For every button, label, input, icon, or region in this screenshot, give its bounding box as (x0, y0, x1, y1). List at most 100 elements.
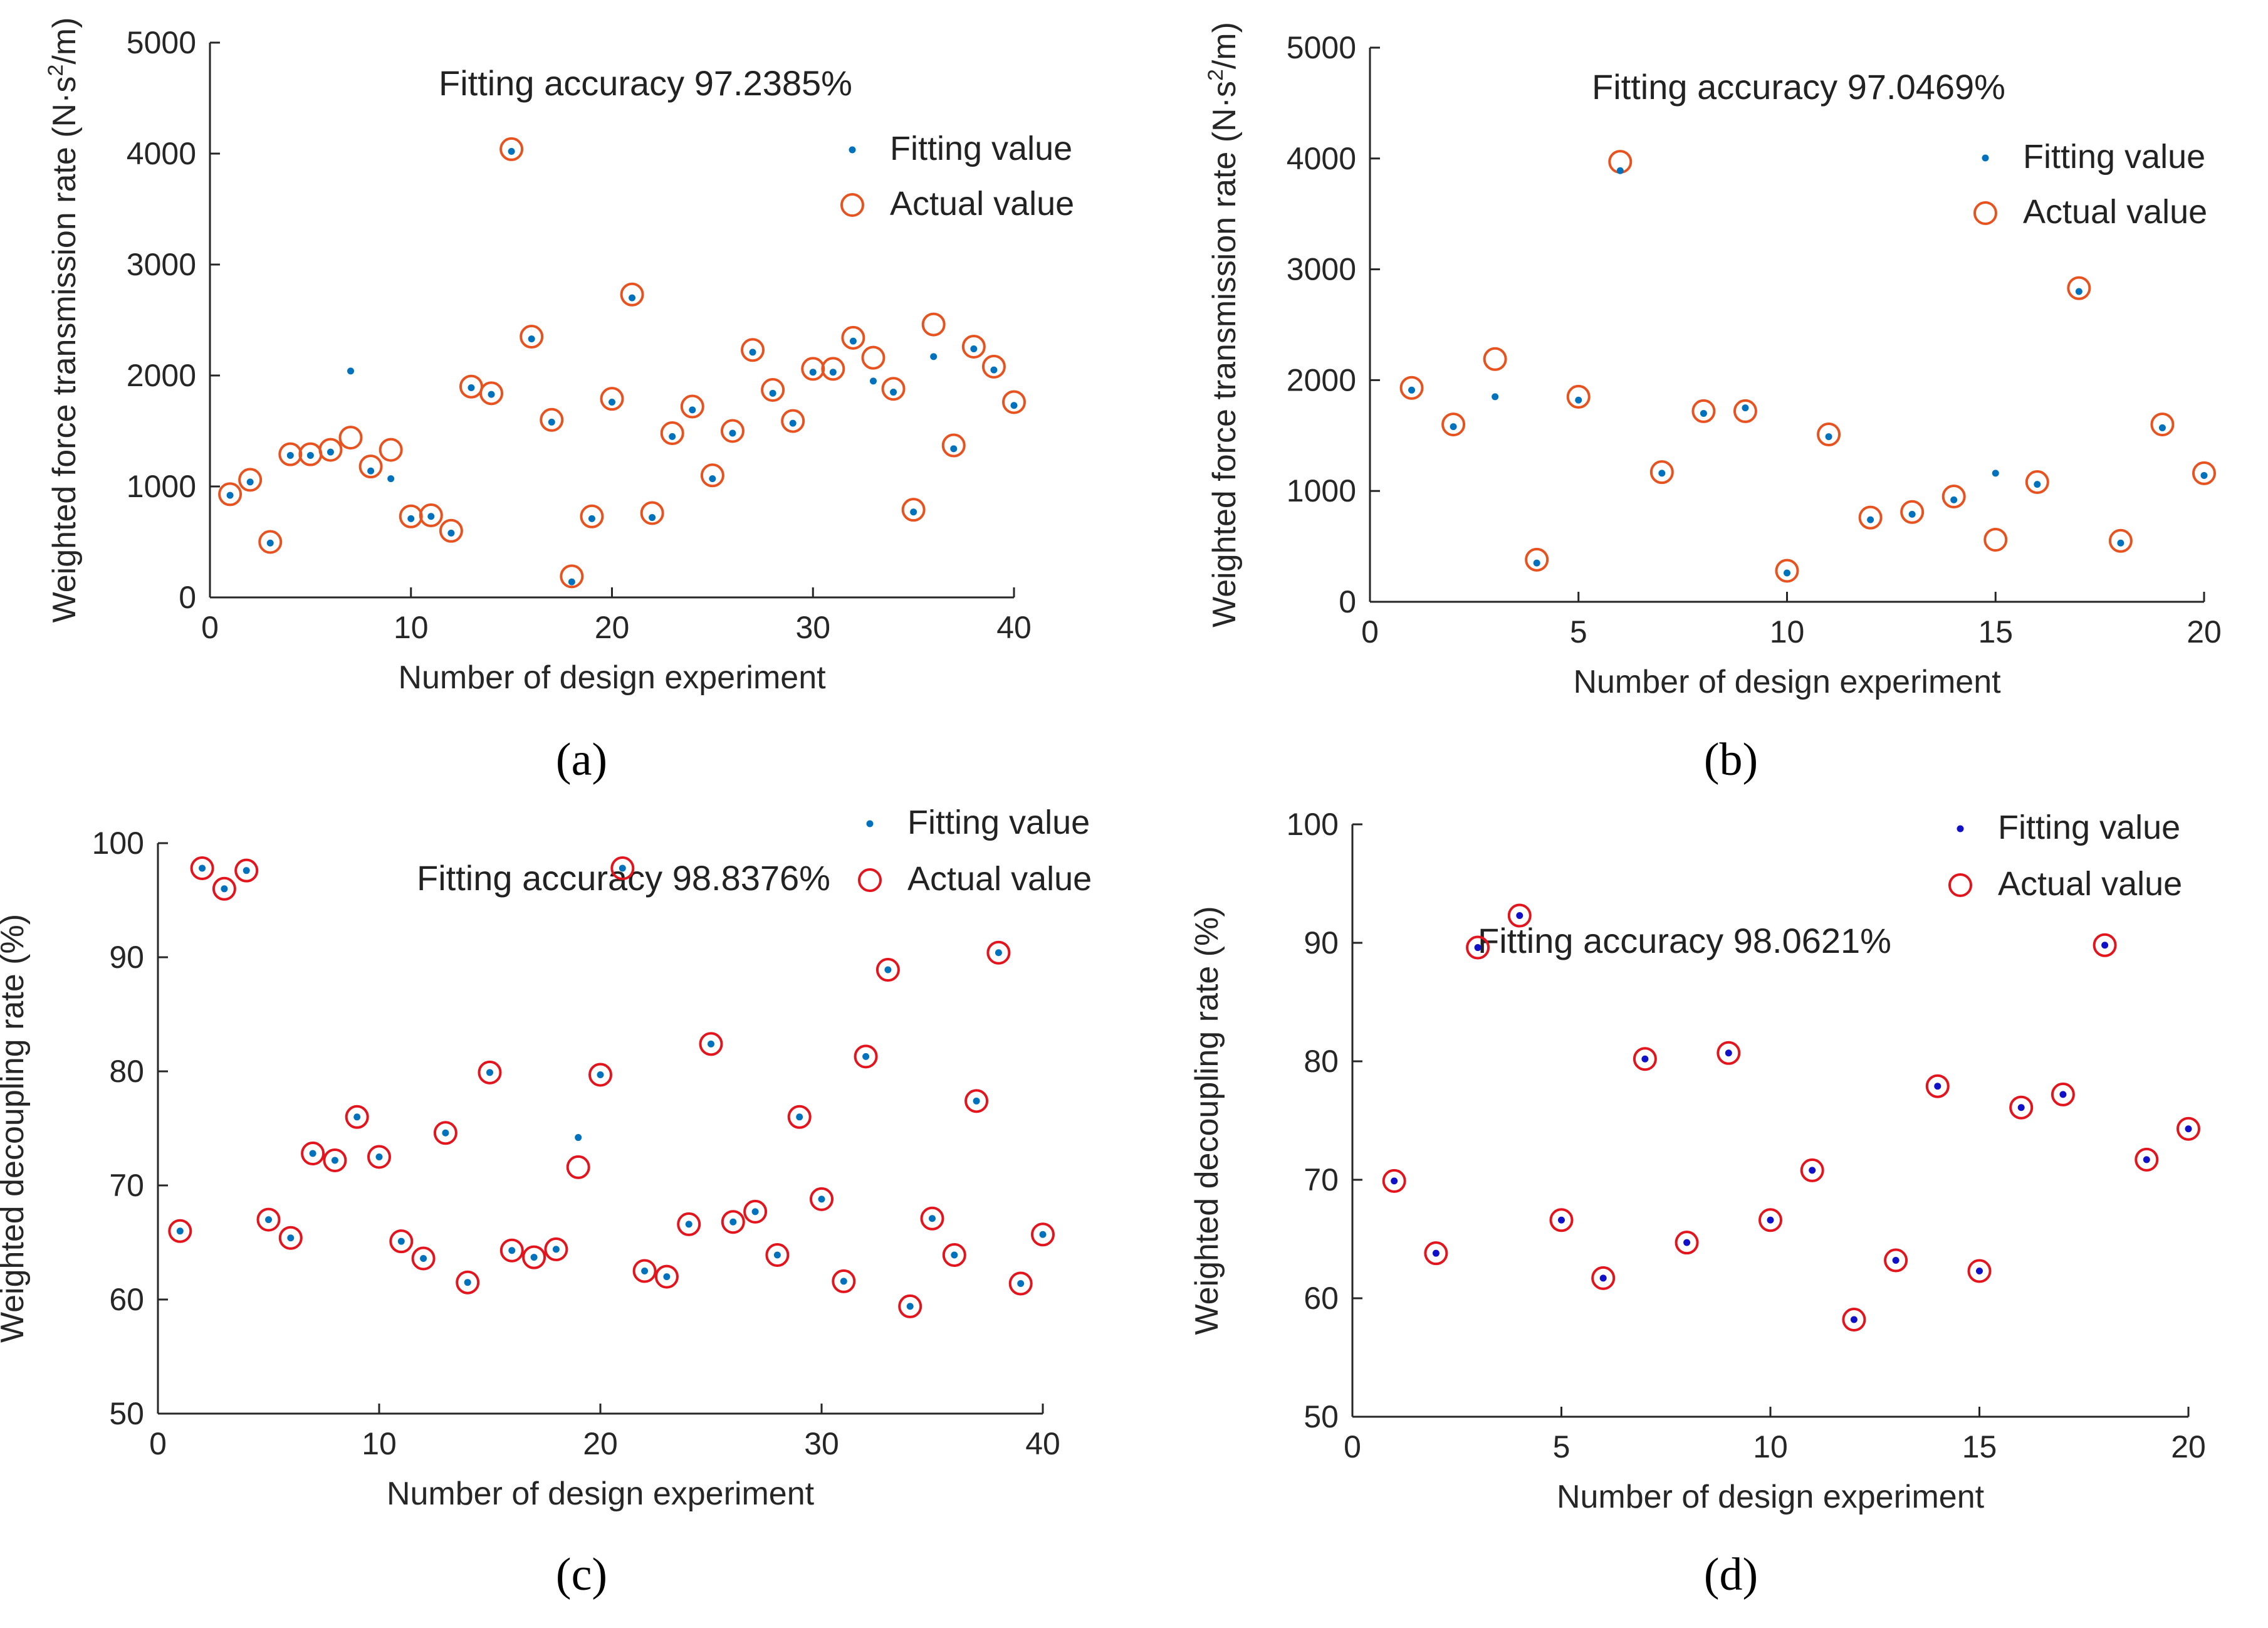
fitting-value-point (387, 475, 395, 483)
fitting-value-point (809, 369, 817, 376)
fitting-value-point (347, 367, 355, 375)
actual-value-point (1817, 423, 1841, 447)
fitting-value-point (306, 451, 314, 459)
x-tick-label: 40 (996, 610, 1032, 645)
fitting-value-point (1683, 1239, 1691, 1246)
actual-value-point (2150, 412, 2175, 437)
fitting-value-point (840, 1278, 847, 1285)
sublabel-c: (c) (555, 1549, 608, 1600)
legend-marker-fitting-value (849, 146, 856, 154)
fitting-value-point (930, 353, 938, 360)
actual-value-point (1758, 1208, 1782, 1232)
fitting-value-point (1641, 1055, 1649, 1063)
actual-value-point (1649, 460, 1674, 485)
fitting-value-point (309, 1150, 316, 1157)
fitting-value-point (990, 366, 998, 374)
fitting-value-point (286, 451, 294, 459)
actual-value-point (358, 454, 383, 479)
legend: Fitting value Actual value (858, 804, 1092, 898)
actual-value-point (680, 394, 704, 419)
fitting-value-point (862, 1053, 870, 1060)
actual-value-point (1983, 527, 2008, 552)
legend-label: Fitting value (907, 804, 1090, 841)
y-tick-label: 70 (109, 1168, 144, 1203)
y-axis-label: Weighted decoupling rate (%) (1189, 906, 1225, 1335)
legend-label: Fitting value (890, 130, 1072, 167)
y-axis-label-part: /m) (46, 18, 83, 65)
series-actual-value (1382, 903, 2200, 1332)
fitting-value-point (669, 433, 676, 440)
y-axis-label: Weighted decoupling rate (%) (0, 914, 31, 1343)
actual-value-point (964, 1089, 989, 1113)
actual-value-point (781, 409, 805, 433)
fitting-value-point (427, 513, 435, 520)
y-tick-label: 1000 (1287, 473, 1356, 508)
fitting-value-point (548, 418, 555, 426)
fitting-value-point (530, 1254, 538, 1261)
actual-value-point (1031, 1222, 1055, 1247)
actual-value-point (588, 1063, 612, 1087)
actual-value-point (190, 856, 214, 881)
actual-value-point (610, 856, 635, 881)
actual-value-point (168, 1219, 192, 1243)
sublabel-b: (b) (1703, 734, 1758, 785)
series-actual-value (168, 856, 1055, 1318)
actual-value-point (700, 463, 724, 488)
y-tick-label: 5000 (127, 25, 196, 60)
legend-label: Actual value (890, 185, 1074, 223)
actual-value-point (1441, 412, 1466, 437)
y-axis-label-superscript: 2 (1204, 69, 1228, 81)
fitting-value-point (818, 1195, 825, 1203)
x-tick-label: 5 (1553, 1429, 1570, 1464)
y-axis-label-part: Weighted force transmission rate (N·s (1206, 81, 1243, 628)
fitting-value-point (1725, 1049, 1732, 1057)
actual-value-point (580, 504, 604, 528)
legend: Fitting value Actual value (840, 130, 1074, 223)
fitting-value-point (910, 508, 917, 516)
actual-value-point (2025, 470, 2049, 495)
actual-value-point (761, 378, 785, 402)
fitting-value-point (2059, 1091, 2067, 1098)
fitting-value-point (1474, 944, 1482, 952)
x-tick-label: 20 (2187, 614, 2222, 649)
legend-label: Actual value (907, 860, 1092, 898)
x-tick-label: 5 (1570, 614, 1587, 649)
fitting-value-point (508, 147, 515, 155)
actual-value-point (1399, 375, 1424, 400)
y-tick-label: 0 (179, 580, 196, 615)
fitting-value-point (773, 1251, 781, 1259)
fitting-value-point (1700, 409, 1707, 417)
actual-value-point (632, 1259, 657, 1283)
y-tick-label: 70 (1304, 1162, 1339, 1197)
actual-value-point (1466, 935, 1490, 960)
fitting-value-point (375, 1153, 383, 1160)
fitting-value-point (1492, 393, 1499, 401)
y-tick-label: 1000 (127, 469, 196, 504)
actual-value-point (499, 137, 524, 161)
y-tick-label: 2000 (127, 358, 196, 393)
fitting-value-point (1616, 167, 1624, 174)
y-tick-label: 90 (1304, 925, 1339, 960)
actual-value-point (2067, 276, 2091, 300)
fitting-value-point (708, 1040, 714, 1048)
fitting-value-point (1599, 1274, 1607, 1282)
actual-value-point (1507, 903, 1532, 928)
y-axis-label-part: Weighted force transmission rate (N·s (46, 76, 83, 623)
chart-title: Fitting accuracy 97.0469% (1592, 67, 2005, 107)
actual-value-point (479, 381, 504, 406)
fitting-value-point (2158, 424, 2166, 431)
y-tick-label: 100 (92, 826, 144, 861)
actual-value-point (1858, 505, 1883, 530)
actual-value-point (301, 1142, 325, 1166)
chart-title: Fitting accuracy 98.0621% (1478, 921, 1891, 960)
x-tick-label: 30 (804, 1426, 839, 1461)
fitting-value-point (442, 1129, 449, 1137)
actual-value-point (821, 357, 845, 381)
series-fitting-value (1391, 912, 2192, 1323)
actual-value-point (640, 501, 664, 525)
legend-marker-fitting-value (1982, 154, 1989, 162)
actual-value-point (379, 438, 403, 462)
actual-value-point (323, 1148, 347, 1172)
y-tick-label: 80 (109, 1054, 144, 1089)
legend-marker-actual-value (1948, 873, 1972, 897)
